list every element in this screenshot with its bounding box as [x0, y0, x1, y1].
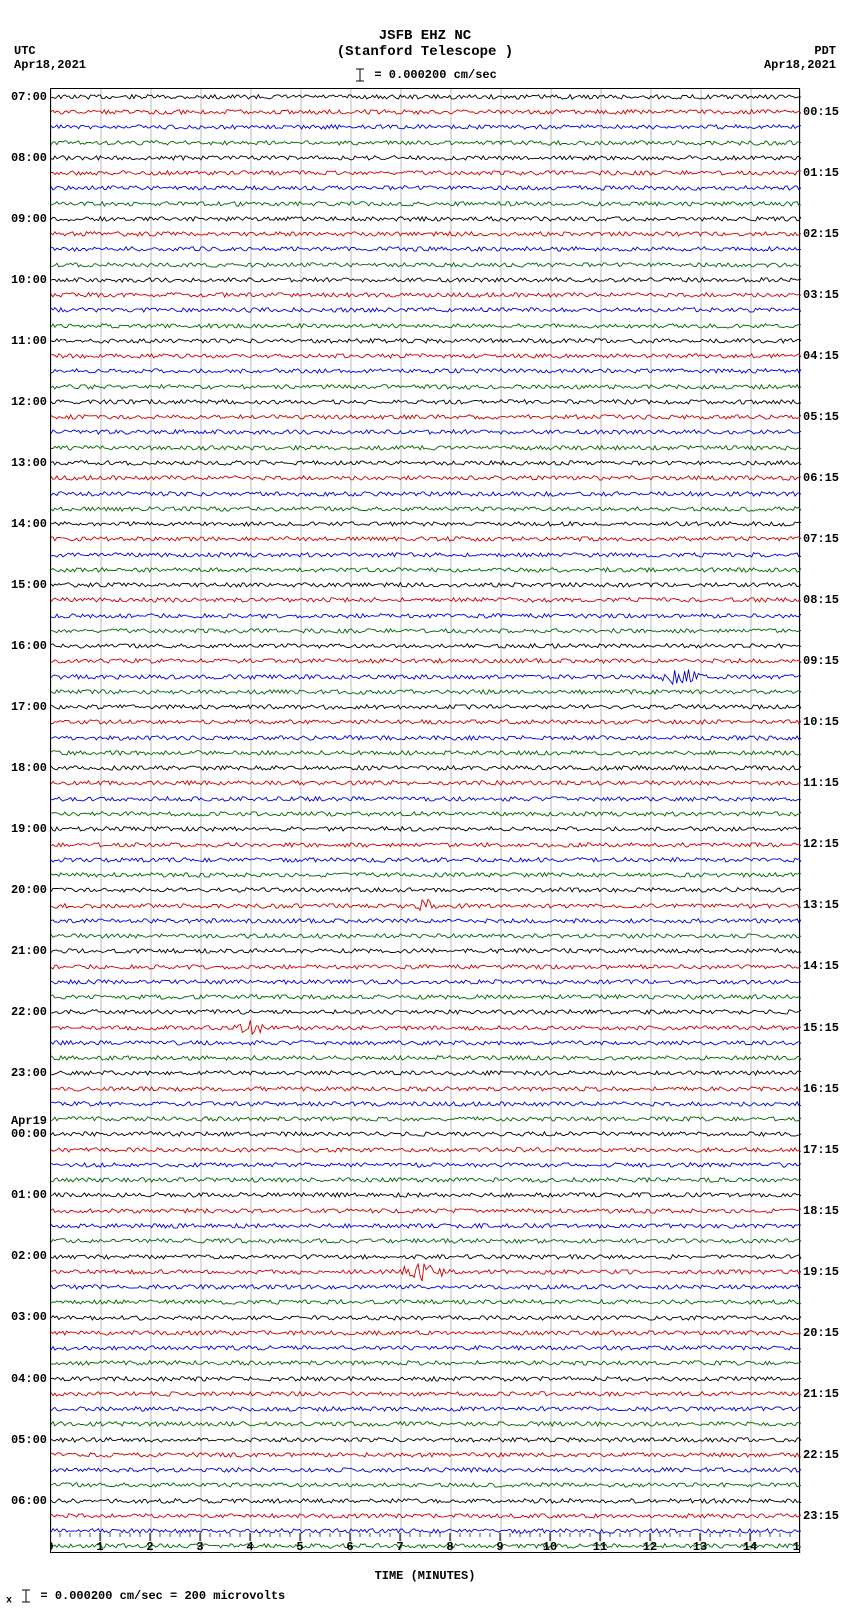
footer: x = 0.000200 cm/sec = 200 microvolts — [6, 1587, 285, 1607]
utc-hour-label: 17:00 — [11, 700, 47, 714]
tz-right-label: PDT — [814, 44, 836, 58]
helicorder-plot: 07:0000:1508:0001:1509:0002:1510:0003:15… — [50, 88, 800, 1553]
utc-hour-label: 18:00 — [11, 761, 47, 775]
tz-right-block: PDT Apr18,2021 — [764, 44, 836, 72]
utc-hour-label: 02:00 — [11, 1249, 47, 1263]
pdt-hour-label: 05:15 — [803, 410, 839, 424]
pdt-hour-label: 00:15 — [803, 105, 839, 119]
pdt-hour-label: 22:15 — [803, 1448, 839, 1462]
station-subtitle: (Stanford Telescope ) — [0, 44, 850, 60]
pdt-hour-label: 20:15 — [803, 1326, 839, 1340]
pdt-hour-label: 21:15 — [803, 1387, 839, 1401]
utc-hour-label: 22:00 — [11, 1005, 47, 1019]
pdt-hour-label: 04:15 — [803, 349, 839, 363]
utc-hour-label: 07:00 — [11, 90, 47, 104]
tz-left-block: UTC Apr18,2021 — [14, 44, 86, 72]
utc-hour-label: 13:00 — [11, 456, 47, 470]
pdt-hour-label: 09:15 — [803, 654, 839, 668]
date-left: Apr18,2021 — [14, 58, 86, 72]
utc-hour-label: 01:00 — [11, 1188, 47, 1202]
pdt-hour-label: 01:15 — [803, 166, 839, 180]
pdt-hour-label: 10:15 — [803, 715, 839, 729]
utc-hour-label: 19:00 — [11, 822, 47, 836]
svg-text:11: 11 — [593, 1540, 607, 1551]
svg-text:4: 4 — [246, 1540, 253, 1551]
svg-text:7: 7 — [396, 1540, 403, 1551]
svg-text:14: 14 — [743, 1540, 757, 1551]
pdt-hour-label: 02:15 — [803, 227, 839, 241]
utc-hour-label: 06:00 — [11, 1494, 47, 1508]
utc-hour-label: 10:00 — [11, 273, 47, 287]
utc-hour-label: 05:00 — [11, 1433, 47, 1447]
utc-hour-label: 12:00 — [11, 395, 47, 409]
pdt-hour-label: 07:15 — [803, 532, 839, 546]
date-right: Apr18,2021 — [764, 58, 836, 72]
title-area: JSFB EHZ NC (Stanford Telescope ) = 0.00… — [0, 0, 850, 84]
pdt-hour-label: 15:15 — [803, 1021, 839, 1035]
pdt-hour-label: 17:15 — [803, 1143, 839, 1157]
utc-hour-label: 20:00 — [11, 883, 47, 897]
pdt-hour-label: 08:15 — [803, 593, 839, 607]
svg-text:5: 5 — [296, 1540, 303, 1551]
svg-text:9: 9 — [496, 1540, 503, 1551]
tz-left-label: UTC — [14, 44, 36, 58]
utc-hour-label: 15:00 — [11, 578, 47, 592]
svg-text:0: 0 — [50, 1540, 54, 1551]
pdt-hour-label: 13:15 — [803, 898, 839, 912]
utc-hour-label: 14:00 — [11, 517, 47, 531]
utc-hour-label: 00:00 — [11, 1127, 47, 1141]
pdt-hour-label: 14:15 — [803, 959, 839, 973]
svg-text:8: 8 — [446, 1540, 453, 1551]
pdt-hour-label: 11:15 — [803, 776, 839, 790]
station-title: JSFB EHZ NC — [0, 28, 850, 44]
pdt-hour-label: 23:15 — [803, 1509, 839, 1523]
utc-hour-label: 08:00 — [11, 151, 47, 165]
svg-text:12: 12 — [643, 1540, 657, 1551]
utc-hour-label: 09:00 — [11, 212, 47, 226]
utc-hour-label: 11:00 — [11, 334, 47, 348]
svg-text:15: 15 — [793, 1540, 800, 1551]
x-axis-label: TIME (MINUTES) — [50, 1569, 800, 1583]
svg-text:3: 3 — [196, 1540, 203, 1551]
x-axis: 0123456789101112131415 TIME (MINUTES) — [50, 1533, 800, 1583]
utc-hour-label: 23:00 — [11, 1066, 47, 1080]
pdt-hour-label: 06:15 — [803, 471, 839, 485]
seismogram-container: UTC Apr18,2021 PDT Apr18,2021 JSFB EHZ N… — [0, 0, 850, 1613]
pdt-hour-label: 19:15 — [803, 1265, 839, 1279]
svg-text:10: 10 — [543, 1540, 557, 1551]
day-rollover-label: Apr19 — [11, 1114, 47, 1128]
x-axis-ticks: 0123456789101112131415 — [50, 1533, 800, 1551]
pdt-hour-label: 18:15 — [803, 1204, 839, 1218]
pdt-hour-label: 03:15 — [803, 288, 839, 302]
svg-text:1: 1 — [96, 1540, 103, 1551]
footer-text: = 0.000200 cm/sec = 200 microvolts — [40, 1590, 285, 1604]
utc-hour-label: 04:00 — [11, 1372, 47, 1386]
utc-hour-label: 16:00 — [11, 639, 47, 653]
utc-hour-label: 03:00 — [11, 1310, 47, 1324]
scale-bar-icon — [19, 1587, 33, 1605]
svg-text:2: 2 — [146, 1540, 153, 1551]
utc-hour-label: 21:00 — [11, 944, 47, 958]
svg-text:6: 6 — [346, 1540, 353, 1551]
pdt-hour-label: 12:15 — [803, 837, 839, 851]
pdt-hour-label: 16:15 — [803, 1082, 839, 1096]
svg-text:13: 13 — [693, 1540, 707, 1551]
